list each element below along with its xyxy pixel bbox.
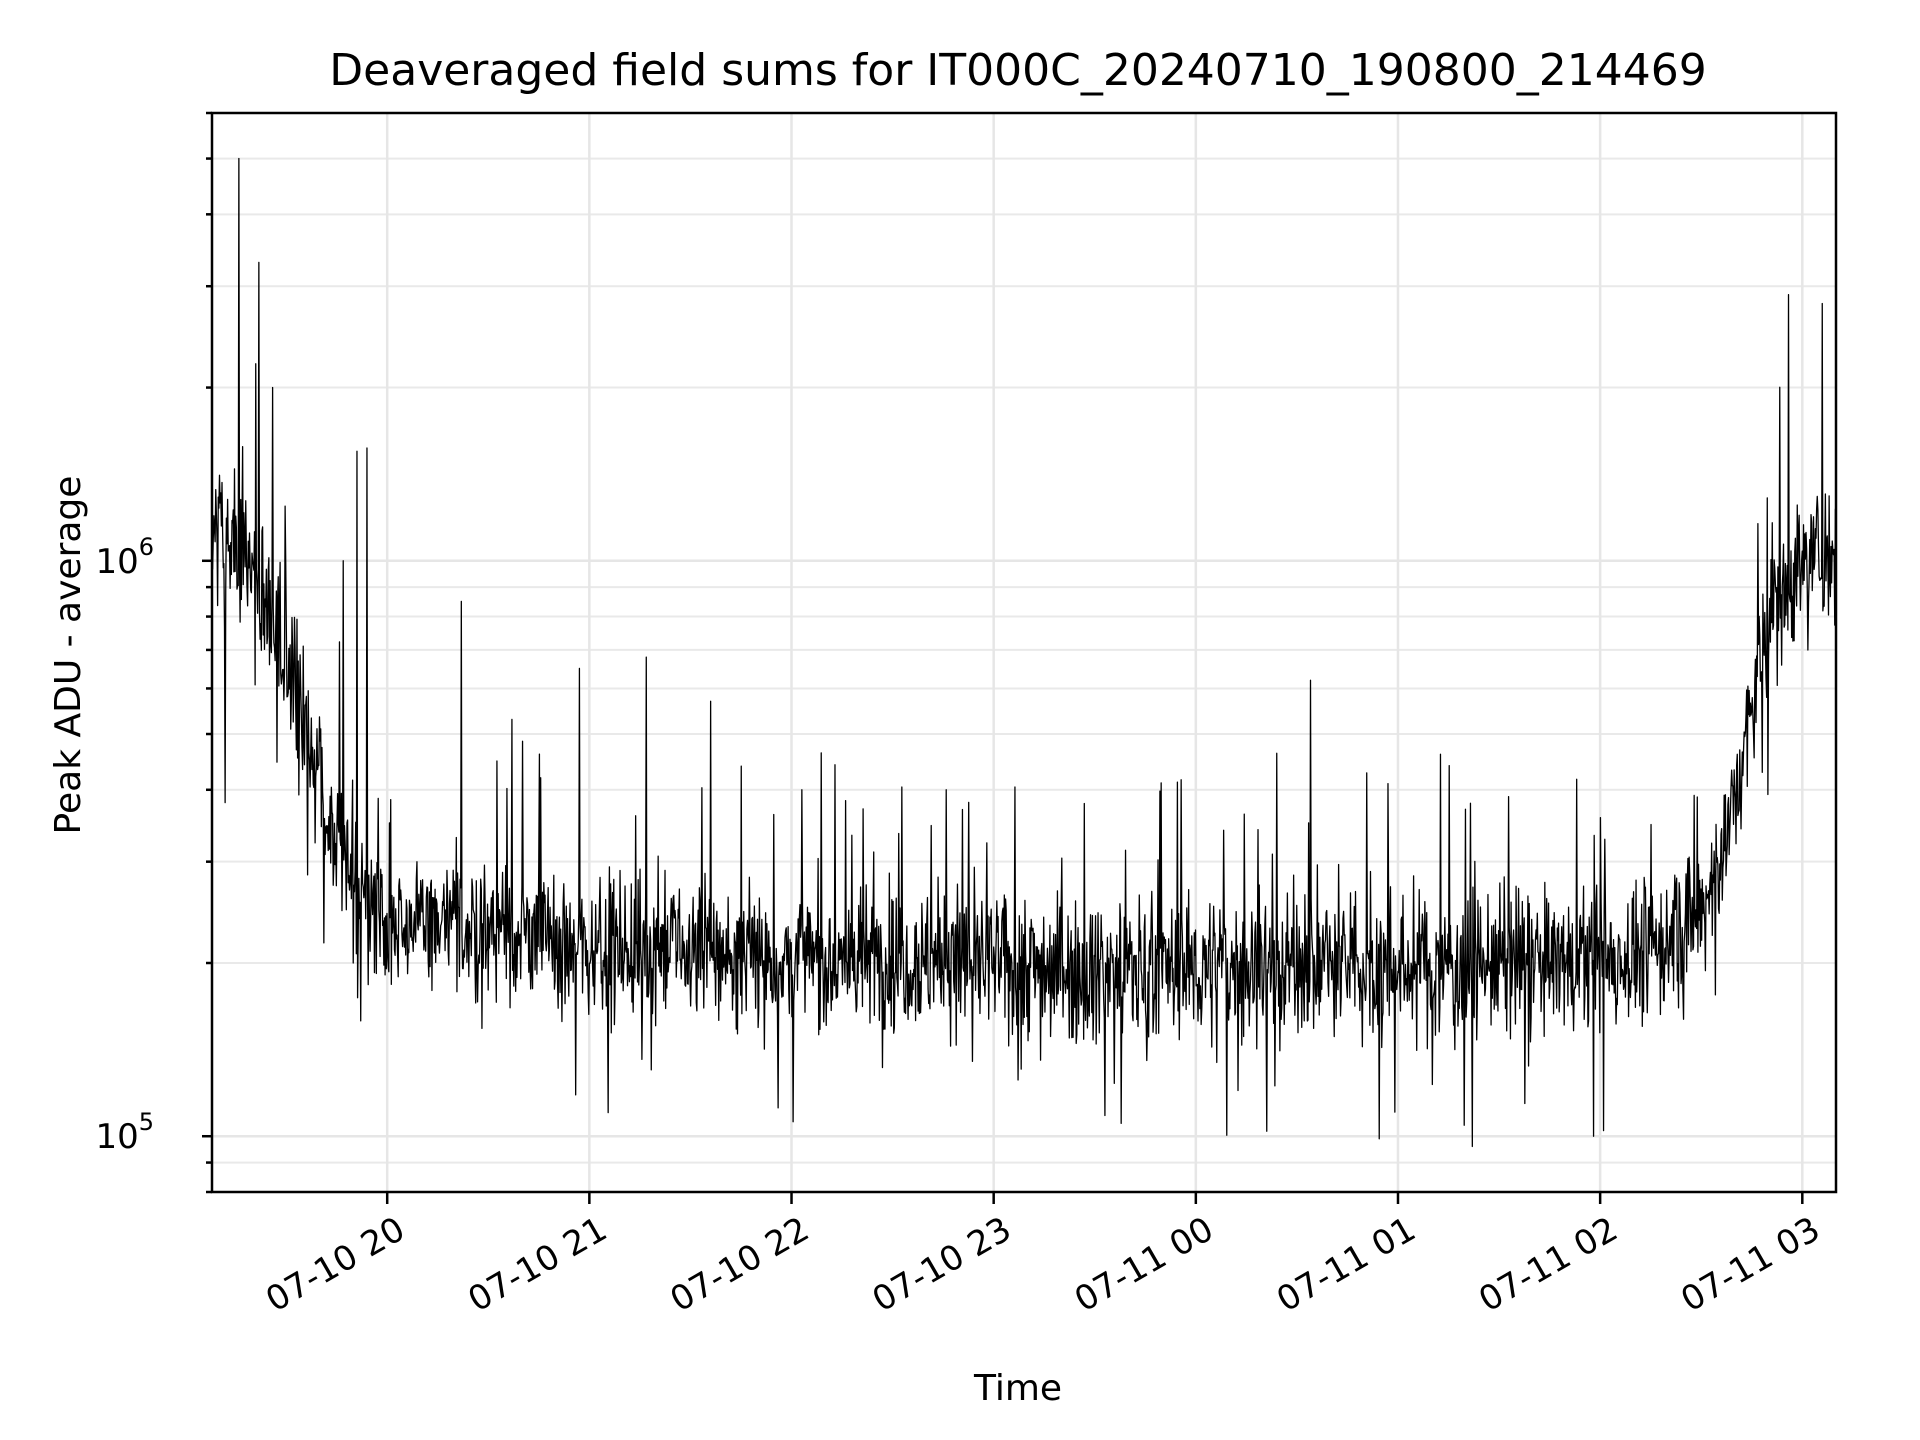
data-series — [211, 157, 1837, 1148]
x-tick-label: 07-10 23 — [866, 1209, 1018, 1320]
series-line — [211, 157, 1837, 1148]
grid-lines — [212, 112, 1836, 1193]
plot-frame — [210, 111, 1838, 1194]
x-tick-label: 07-11 03 — [1674, 1209, 1826, 1320]
x-tick-label: 07-10 21 — [461, 1209, 613, 1320]
y-tick-label: 105 — [95, 1108, 154, 1157]
x-tick-label: 07-10 20 — [259, 1209, 411, 1320]
chart-title: Deaveraged field sums for IT000C_2024071… — [329, 45, 1706, 96]
x-tick-label: 07-10 22 — [664, 1209, 816, 1320]
x-tick-label: 07-11 01 — [1270, 1209, 1422, 1320]
x-axis-label: Time — [973, 1368, 1062, 1409]
x-tick-label: 07-11 00 — [1068, 1209, 1220, 1320]
y-axis-label: Peak ADU - average — [48, 476, 89, 835]
y-tick-label: 106 — [95, 533, 154, 582]
x-tick-label: 07-11 02 — [1472, 1209, 1624, 1320]
axis-ticks: 105 106 07-10 20 07-10 21 07-10 22 07-10 23 07… — [95, 111, 1827, 1320]
